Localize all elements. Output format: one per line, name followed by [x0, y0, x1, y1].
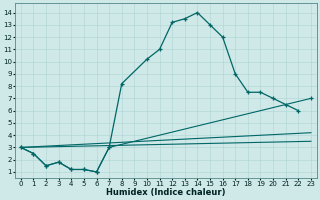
X-axis label: Humidex (Indice chaleur): Humidex (Indice chaleur)	[106, 188, 226, 197]
